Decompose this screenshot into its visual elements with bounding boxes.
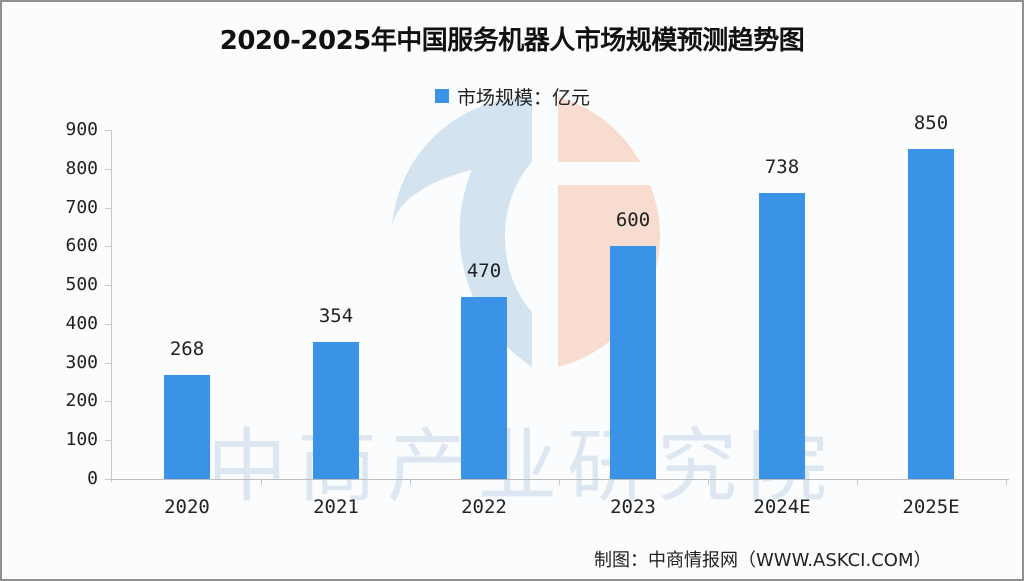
y-tick	[105, 169, 111, 170]
x-axis	[111, 479, 1009, 480]
bar-2022	[461, 297, 507, 479]
y-tick	[105, 401, 111, 402]
y-tick-label: 500	[65, 274, 98, 295]
y-tick-label: 600	[65, 235, 98, 256]
x-tick-label: 2020	[164, 496, 210, 518]
source-credit: 制图：中商情报网（WWW.ASKCI.COM）	[594, 550, 932, 571]
bar-2020	[164, 375, 210, 479]
bar-2025e	[908, 149, 954, 479]
bar-value-label: 600	[615, 209, 651, 231]
bar-2023	[610, 246, 656, 479]
x-tick	[708, 479, 709, 485]
x-tick-label: 2024E	[753, 496, 811, 518]
y-axis	[111, 130, 112, 482]
x-tick-label: 2025E	[902, 496, 960, 518]
y-tick	[105, 285, 111, 286]
x-tick	[261, 479, 262, 485]
bar-2024e	[759, 193, 805, 479]
y-tick	[105, 479, 111, 480]
y-tick	[105, 324, 111, 325]
y-tick-label: 200	[65, 390, 98, 411]
y-tick	[105, 246, 111, 247]
y-tick	[105, 208, 111, 209]
bar-value-label: 738	[764, 156, 800, 178]
y-tick-label: 300	[65, 352, 98, 373]
bar-value-label: 354	[318, 305, 354, 327]
y-tick-label: 900	[65, 119, 98, 140]
y-tick	[105, 363, 111, 364]
legend: 市场规模：亿元	[435, 84, 591, 109]
bar-value-label: 268	[169, 338, 205, 360]
y-tick-label: 0	[87, 468, 98, 489]
legend-swatch-icon	[435, 89, 449, 103]
bar-value-label: 470	[466, 260, 502, 282]
watermark-text: 中商产业研究院	[207, 420, 837, 513]
x-tick-label: 2023	[610, 496, 656, 518]
x-tick-label: 2022	[461, 496, 507, 518]
y-tick-label: 800	[65, 158, 98, 179]
bar-2021	[313, 342, 359, 479]
x-tick	[559, 479, 560, 485]
legend-label: 市场规模：亿元	[457, 86, 591, 109]
y-tick-label: 100	[65, 429, 98, 450]
bar-value-label: 850	[913, 112, 949, 134]
x-tick	[410, 479, 411, 485]
x-tick	[1006, 479, 1007, 485]
x-tick	[857, 479, 858, 485]
y-tick	[105, 440, 111, 441]
y-tick	[105, 130, 111, 131]
x-tick-label: 2021	[313, 496, 359, 518]
chart-title: 2020-2025年中国服务机器人市场规模预测趋势图	[219, 26, 805, 56]
y-tick-label: 700	[65, 197, 98, 218]
y-tick-label: 400	[65, 313, 98, 334]
